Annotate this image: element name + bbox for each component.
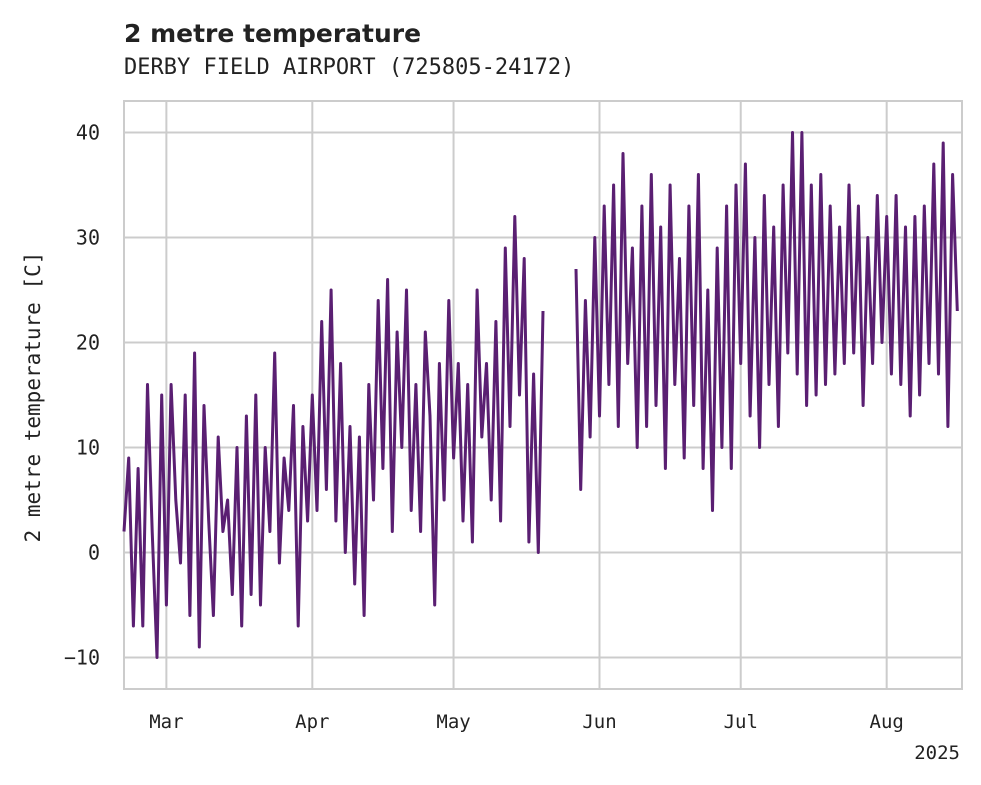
chart-subtitle: DERBY FIELD AIRPORT (725805-24172) (124, 55, 574, 80)
chart-title: 2 metre temperature (124, 19, 421, 48)
x-tick-label: Jul (724, 711, 758, 733)
y-tick-label: 0 (88, 541, 100, 565)
x-tick-label: May (436, 711, 470, 733)
x-tick-label: Jun (582, 711, 616, 733)
x-year-label: 2025 (914, 742, 960, 764)
plot-area (123, 100, 963, 690)
x-tick-label: Mar (149, 711, 183, 733)
series-line (574, 131, 959, 512)
y-tick-label: 40 (76, 121, 100, 145)
y-tick-label: −10 (64, 646, 100, 670)
y-tick-label: 10 (76, 436, 100, 460)
x-axis-ticks: Mar Apr May Jun Jul Aug (149, 711, 904, 733)
y-axis-label: 2 metre temperature [C] (21, 252, 45, 543)
y-tick-label: 20 (76, 331, 100, 355)
x-tick-label: Apr (295, 711, 329, 733)
series-layer (122, 131, 959, 659)
y-axis-ticks: −10 0 10 20 30 40 (64, 121, 100, 670)
y-tick-label: 30 (76, 226, 100, 250)
x-tick-label: Aug (870, 711, 904, 733)
series-line (122, 215, 545, 659)
grid-lines (124, 101, 962, 689)
